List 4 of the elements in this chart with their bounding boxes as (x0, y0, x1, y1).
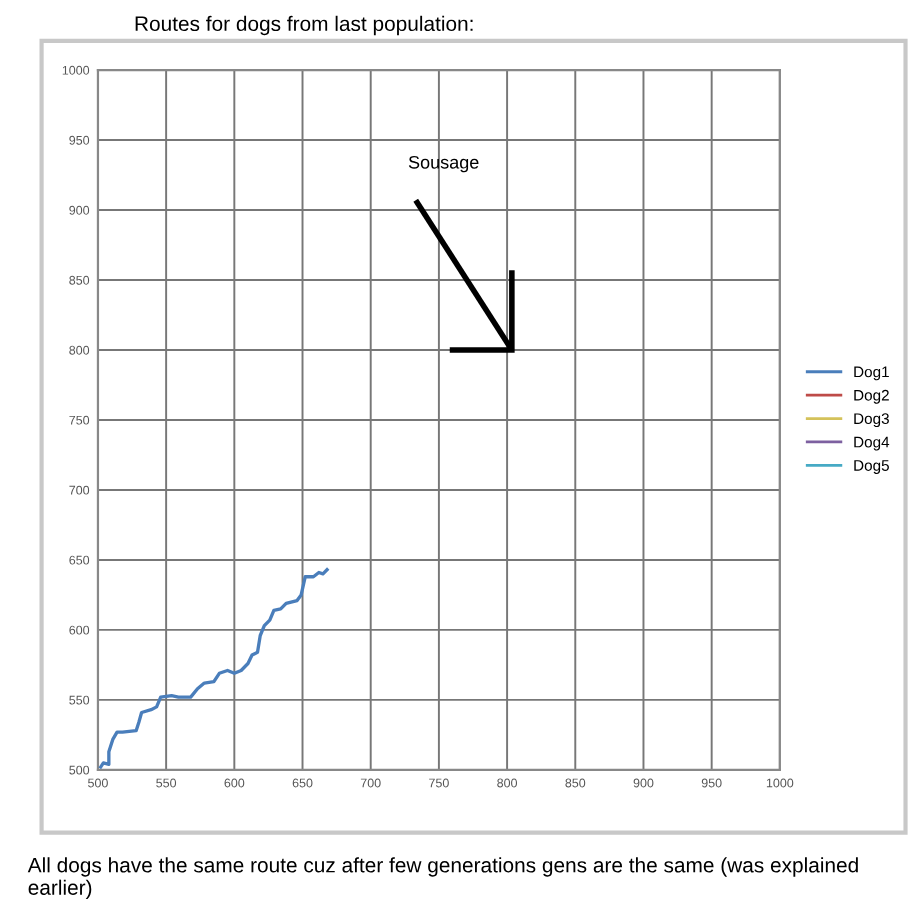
text: All dogs have the same route cuz after few generations gens are the same (was explained earlier) (27, 857, 858, 900)
line-series (99, 568, 329, 769)
chart-title: Routes for dogs from last population: (135, 15, 473, 36)
annotation: Sousage (408, 155, 479, 173)
